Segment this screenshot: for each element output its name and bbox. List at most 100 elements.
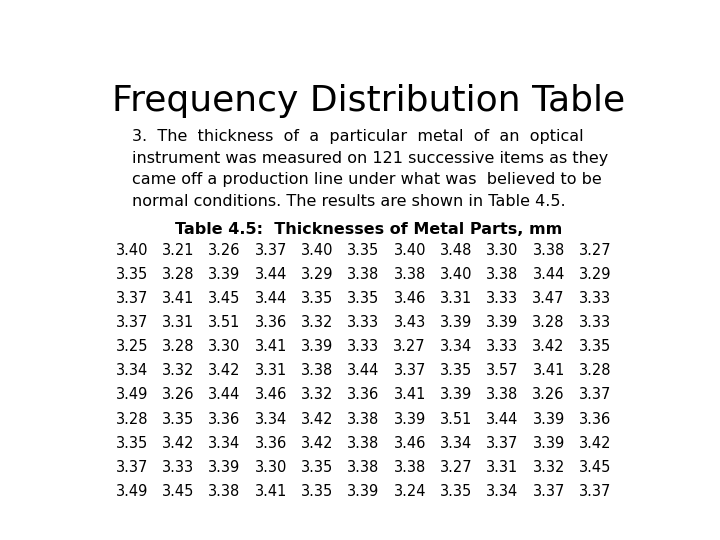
Text: 3.33: 3.33 xyxy=(579,291,611,306)
Text: 3.32: 3.32 xyxy=(301,388,333,402)
Text: 3.35: 3.35 xyxy=(162,411,194,427)
Text: 3.46: 3.46 xyxy=(255,388,287,402)
Text: 3.34: 3.34 xyxy=(440,339,472,354)
Text: 3.36: 3.36 xyxy=(208,411,240,427)
Text: 3.45: 3.45 xyxy=(579,460,611,475)
Text: 3.34: 3.34 xyxy=(208,436,240,451)
Text: 3.31: 3.31 xyxy=(440,291,472,306)
Text: 3.39: 3.39 xyxy=(301,339,333,354)
Text: 3.28: 3.28 xyxy=(116,411,148,427)
Text: 3.25: 3.25 xyxy=(116,339,148,354)
Text: 3.33: 3.33 xyxy=(486,291,518,306)
Text: 3.35: 3.35 xyxy=(116,436,148,451)
Text: 3.38: 3.38 xyxy=(394,460,426,475)
Text: 3.33: 3.33 xyxy=(486,339,518,354)
Text: 3.40: 3.40 xyxy=(116,243,148,258)
Text: 3.27: 3.27 xyxy=(393,339,426,354)
Text: 3.38: 3.38 xyxy=(347,460,379,475)
Text: 3.35: 3.35 xyxy=(116,267,148,282)
Text: 3.43: 3.43 xyxy=(394,315,426,330)
Text: 3.44: 3.44 xyxy=(255,291,287,306)
Text: 3.38: 3.38 xyxy=(486,267,518,282)
Text: 3.46: 3.46 xyxy=(394,291,426,306)
Text: 3.33: 3.33 xyxy=(347,339,379,354)
Text: 3.37: 3.37 xyxy=(116,315,148,330)
Text: 3.38: 3.38 xyxy=(347,411,379,427)
Text: 3.42: 3.42 xyxy=(162,436,194,451)
Text: 3.48: 3.48 xyxy=(440,243,472,258)
Text: 3.33: 3.33 xyxy=(579,315,611,330)
Text: 3.44: 3.44 xyxy=(255,267,287,282)
Text: 3.38: 3.38 xyxy=(533,243,564,258)
Text: 3.41: 3.41 xyxy=(533,363,565,379)
Text: 3.24: 3.24 xyxy=(394,484,426,499)
Text: Frequency Distribution Table: Frequency Distribution Table xyxy=(112,84,626,118)
Text: 3.33: 3.33 xyxy=(162,460,194,475)
Text: instrument was measured on 121 successive items as they: instrument was measured on 121 successiv… xyxy=(132,151,608,166)
Text: 3.35: 3.35 xyxy=(347,291,379,306)
Text: 3.42: 3.42 xyxy=(301,411,333,427)
Text: 3.39: 3.39 xyxy=(394,411,426,427)
Text: 3.34: 3.34 xyxy=(255,411,287,427)
Text: 3.37: 3.37 xyxy=(116,460,148,475)
Text: 3.38: 3.38 xyxy=(347,436,379,451)
Text: 3.35: 3.35 xyxy=(440,484,472,499)
Text: 3.51: 3.51 xyxy=(440,411,472,427)
Text: 3.27: 3.27 xyxy=(440,460,472,475)
Text: 3.41: 3.41 xyxy=(255,484,287,499)
Text: Table 4.5:  Thicknesses of Metal Parts, mm: Table 4.5: Thicknesses of Metal Parts, m… xyxy=(176,222,562,237)
Text: 3.35: 3.35 xyxy=(579,339,611,354)
Text: 3.26: 3.26 xyxy=(208,243,240,258)
Text: 3.26: 3.26 xyxy=(162,388,194,402)
Text: 3.42: 3.42 xyxy=(301,436,333,451)
Text: 3.37: 3.37 xyxy=(579,484,611,499)
Text: 3.42: 3.42 xyxy=(532,339,565,354)
Text: 3.35: 3.35 xyxy=(301,484,333,499)
Text: 3.31: 3.31 xyxy=(486,460,518,475)
Text: 3.38: 3.38 xyxy=(301,363,333,379)
Text: 3.49: 3.49 xyxy=(116,484,148,499)
Text: 3.35: 3.35 xyxy=(347,243,379,258)
Text: 3.35: 3.35 xyxy=(440,363,472,379)
Text: 3.36: 3.36 xyxy=(255,436,287,451)
Text: 3.29: 3.29 xyxy=(301,267,333,282)
Text: 3.36: 3.36 xyxy=(347,388,379,402)
Text: 3.37: 3.37 xyxy=(116,291,148,306)
Text: 3.46: 3.46 xyxy=(394,436,426,451)
Text: 3.37: 3.37 xyxy=(394,363,426,379)
Text: 3.34: 3.34 xyxy=(440,436,472,451)
Text: 3.28: 3.28 xyxy=(579,363,611,379)
Text: 3.36: 3.36 xyxy=(255,315,287,330)
Text: 3.36: 3.36 xyxy=(579,411,611,427)
Text: 3.34: 3.34 xyxy=(116,363,148,379)
Text: 3.39: 3.39 xyxy=(533,411,564,427)
Text: 3.39: 3.39 xyxy=(347,484,379,499)
Text: 3.41: 3.41 xyxy=(162,291,194,306)
Text: 3.30: 3.30 xyxy=(486,243,518,258)
Text: 3.42: 3.42 xyxy=(579,436,611,451)
Text: 3.37: 3.37 xyxy=(579,388,611,402)
Text: 3.33: 3.33 xyxy=(347,315,379,330)
Text: 3.41: 3.41 xyxy=(394,388,426,402)
Text: 3.35: 3.35 xyxy=(301,291,333,306)
Text: 3.37: 3.37 xyxy=(486,436,518,451)
Text: 3.39: 3.39 xyxy=(440,315,472,330)
Text: 3.47: 3.47 xyxy=(532,291,565,306)
Text: 3.40: 3.40 xyxy=(301,243,333,258)
Text: 3.29: 3.29 xyxy=(579,267,611,282)
Text: 3.28: 3.28 xyxy=(532,315,565,330)
Text: 3.40: 3.40 xyxy=(394,243,426,258)
Text: 3.39: 3.39 xyxy=(533,436,564,451)
Text: 3.38: 3.38 xyxy=(208,484,240,499)
Text: 3.31: 3.31 xyxy=(255,363,287,379)
Text: 3.31: 3.31 xyxy=(162,315,194,330)
Text: 3.49: 3.49 xyxy=(116,388,148,402)
Text: 3.39: 3.39 xyxy=(440,388,472,402)
Text: 3.  The  thickness  of  a  particular  metal  of  an  optical: 3. The thickness of a particular metal o… xyxy=(132,129,583,144)
Text: 3.57: 3.57 xyxy=(486,363,518,379)
Text: 3.44: 3.44 xyxy=(533,267,565,282)
Text: 3.42: 3.42 xyxy=(208,363,240,379)
Text: 3.45: 3.45 xyxy=(208,291,240,306)
Text: 3.37: 3.37 xyxy=(533,484,565,499)
Text: 3.51: 3.51 xyxy=(208,315,240,330)
